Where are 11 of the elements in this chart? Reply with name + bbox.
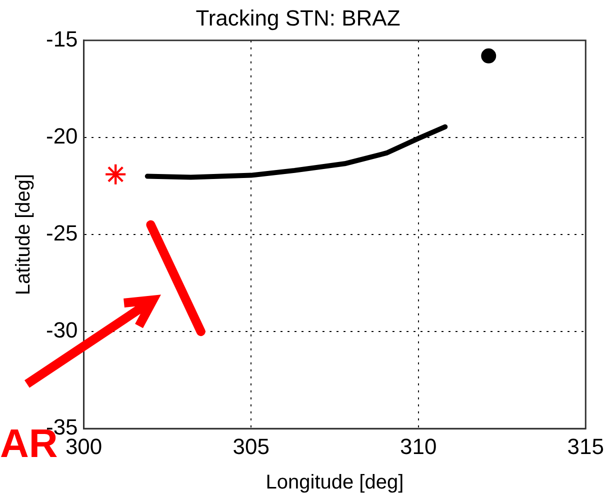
y-tick-label: -30 <box>46 318 78 343</box>
y-tick-label: -20 <box>46 124 78 149</box>
x-tick-label: 315 <box>567 434 604 459</box>
x-tick-label: 300 <box>65 434 102 459</box>
y-tick-label: -25 <box>46 220 78 246</box>
x-tick-label: 305 <box>232 434 270 459</box>
y-tick-label: -15 <box>46 26 78 52</box>
y-axis-title: Latitude [deg] <box>12 174 35 296</box>
chart-title: Tracking STN: BRAZ <box>196 5 400 30</box>
x-tick-label: 310 <box>400 434 437 459</box>
x-axis-title: Longitude [deg] <box>266 472 404 494</box>
